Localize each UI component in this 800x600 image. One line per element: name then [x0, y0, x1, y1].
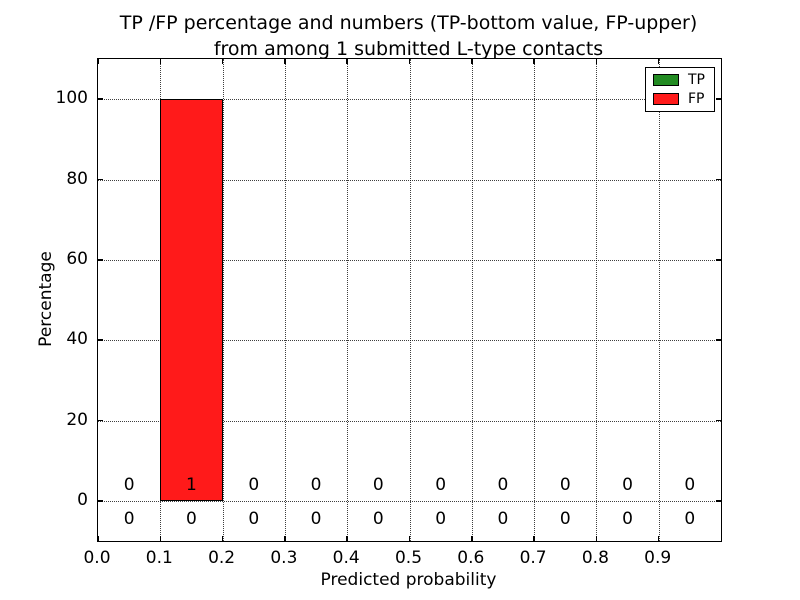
- x-tick-label: 0.9: [644, 548, 672, 568]
- x-tick-label: 0.8: [581, 548, 609, 568]
- tp-count: 0: [684, 508, 696, 529]
- y-tick-mark-left: [98, 500, 103, 502]
- x-tick-label: 0.1: [145, 548, 173, 568]
- fp-swatch-icon: [653, 93, 679, 105]
- x-tick-mark-bottom: [471, 536, 473, 541]
- x-tick-mark-top: [159, 59, 162, 64]
- chart-title-line-2: from among 1 submitted L-type contacts: [213, 38, 604, 60]
- x-tick-mark-top: [221, 59, 224, 64]
- x-tick-label: 0.4: [332, 548, 360, 568]
- tp-count: 0: [559, 508, 571, 529]
- x-tick-mark-bottom: [657, 536, 660, 541]
- fp-count: 0: [435, 474, 447, 495]
- x-gridline: [222, 59, 224, 541]
- x-tick-mark-bottom: [346, 536, 348, 541]
- fp-count: 0: [123, 474, 135, 495]
- y-tick-label: 0: [77, 489, 88, 510]
- fp-count: 1: [186, 474, 197, 495]
- legend-label-tp: TP: [688, 72, 705, 88]
- y-tick-mark-left: [98, 339, 103, 341]
- y-tick-mark-left: [98, 419, 103, 422]
- x-tick-mark-bottom: [221, 536, 224, 541]
- x-tick-label: 0.6: [457, 548, 485, 568]
- legend-entry-tp: TP: [653, 73, 705, 87]
- x-gridline: [596, 59, 598, 541]
- y-tick-label: 60: [66, 248, 88, 269]
- chart-title: TP /FP percentage and numbers (TP-bottom…: [97, 10, 720, 62]
- tp-count: 0: [123, 508, 135, 529]
- y-tick-mark-left: [98, 259, 103, 261]
- x-tick-mark-bottom: [408, 536, 411, 541]
- x-tick-label: 0.0: [83, 548, 111, 568]
- y-tick-mark-right: [716, 259, 721, 261]
- x-tick-mark-bottom: [595, 536, 598, 541]
- x-tick-mark-top: [595, 59, 598, 64]
- x-tick-mark-bottom: [284, 536, 286, 541]
- legend-entry-fp: FP: [653, 92, 705, 106]
- x-tick-label: 0.2: [208, 548, 236, 568]
- fp-count: 0: [248, 474, 260, 495]
- tp-count: 0: [372, 508, 384, 529]
- x-tick-mark-top: [284, 59, 286, 64]
- y-tick-label: 40: [66, 329, 88, 350]
- x-tick-label: 0.3: [270, 548, 298, 568]
- x-tick-mark-top: [533, 59, 535, 64]
- x-gridline: [658, 59, 660, 541]
- x-tick-label: 0.7: [519, 548, 547, 568]
- x-tick-mark-top: [97, 59, 99, 64]
- x-gridline: [471, 59, 473, 541]
- fp-count: 0: [497, 474, 509, 495]
- fp-count: 0: [310, 474, 322, 495]
- y-tick-mark-right: [716, 178, 721, 181]
- tp-swatch-icon: [653, 74, 679, 86]
- x-gridline: [347, 59, 349, 541]
- fp-count: 0: [684, 474, 696, 495]
- legend-label-fp: FP: [688, 91, 705, 107]
- tp-count: 0: [248, 508, 260, 529]
- x-tick-label: 0.5: [394, 548, 423, 568]
- y-tick-mark-right: [716, 98, 721, 100]
- tp-count: 0: [497, 508, 509, 529]
- fp-count: 0: [372, 474, 384, 495]
- tp-count: 0: [435, 508, 447, 529]
- fp-count: 0: [622, 474, 633, 495]
- tp-count: 0: [622, 508, 633, 529]
- y-tick-label: 20: [66, 409, 88, 430]
- fp-count: 0: [559, 474, 571, 495]
- x-tick-mark-top: [346, 59, 348, 64]
- x-tick-mark-bottom: [533, 536, 535, 541]
- x-tick-mark-top: [408, 59, 411, 64]
- y-tick-mark-left: [98, 178, 103, 181]
- x-gridline: [409, 59, 411, 541]
- y-tick-label: 80: [66, 168, 88, 189]
- tp-count: 0: [186, 508, 197, 529]
- y-tick-mark-right: [716, 419, 721, 422]
- legend: TP FP: [645, 67, 715, 112]
- y-tick-mark-right: [716, 339, 721, 341]
- x-gridline: [284, 59, 286, 541]
- tp-count: 0: [310, 508, 322, 529]
- x-axis-label: Predicted probability: [320, 570, 497, 590]
- x-tick-mark-bottom: [159, 536, 162, 541]
- y-tick-mark-left: [98, 98, 103, 100]
- y-tick-label: 100: [55, 88, 88, 109]
- x-tick-mark-bottom: [97, 536, 99, 541]
- fp-bar: [160, 99, 223, 501]
- y-tick-mark-right: [716, 500, 721, 502]
- plot-area: TP FP 0 0 0 0 0 0 0 0 0 0 0 1 0 0 0 0 0 0 0 0: [97, 58, 722, 542]
- x-tick-mark-top: [471, 59, 473, 64]
- chart-title-line-1: TP /FP percentage and numbers (TP-bottom…: [119, 12, 698, 34]
- x-gridline: [534, 59, 536, 541]
- x-tick-mark-top: [657, 59, 660, 64]
